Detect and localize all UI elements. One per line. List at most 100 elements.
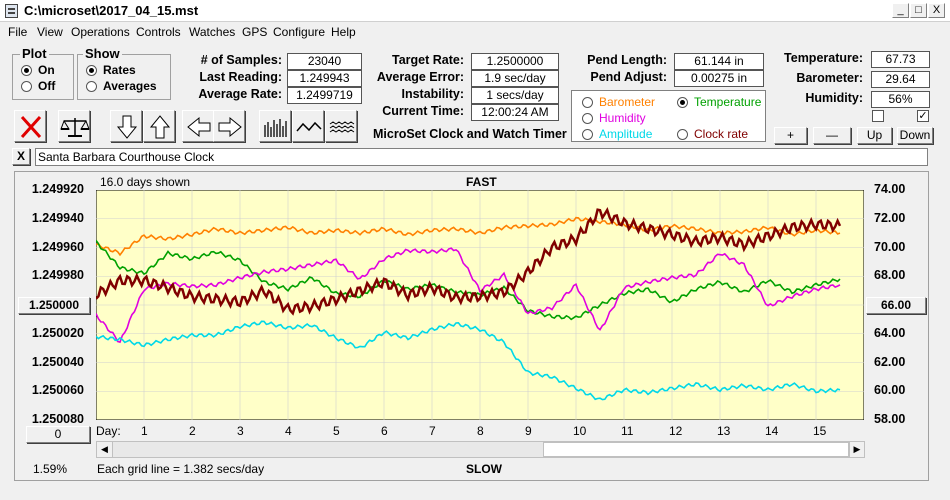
checkbox-1[interactable]: [872, 110, 884, 122]
day-tick-label: 6: [381, 424, 388, 438]
plot-off-label: Off: [38, 79, 56, 93]
sensor-clock-rate-radio[interactable]: [677, 129, 688, 140]
menu-gps[interactable]: GPS: [242, 25, 268, 39]
menu-view[interactable]: View: [37, 25, 63, 39]
day-tick-label: 2: [189, 424, 196, 438]
samples-value: 23040: [287, 53, 362, 70]
day-tick-label: 12: [669, 424, 683, 438]
series-line-5: [96, 207, 842, 316]
center-temp-box[interactable]: 66.00: [866, 297, 926, 314]
balance-button[interactable]: [58, 110, 90, 142]
y-left-tick-label: 1.249920: [31, 182, 84, 196]
sensor-amplitude-label: Amplitude: [599, 127, 653, 141]
menu-help[interactable]: Help: [331, 25, 356, 39]
series-line-4: [96, 320, 841, 401]
histogram-icon: [264, 119, 287, 137]
sensor-humidity-label: Humidity: [599, 111, 646, 125]
day-tick-label: 15: [813, 424, 827, 438]
minus-button[interactable]: —: [813, 127, 851, 144]
plot-on-label: On: [38, 63, 55, 77]
menu-operations[interactable]: Operations: [71, 25, 130, 39]
last-reading-label: Last Reading:: [199, 70, 282, 84]
y-left-tick-label: 1.250080: [31, 412, 84, 426]
sensor-barometer-radio[interactable]: [582, 97, 593, 108]
fast-label: FAST: [466, 175, 497, 189]
y-right-tick-label: 64.00: [874, 325, 906, 340]
series-line-1: [96, 216, 841, 257]
show-averages-label: Averages: [103, 79, 157, 93]
current-time-label: Current Time:: [382, 104, 464, 118]
slow-label: SLOW: [466, 462, 502, 476]
scroll-left-icon[interactable]: ◀: [97, 442, 113, 457]
center-rate-box[interactable]: 1.250000: [18, 297, 90, 314]
clear-clock-button[interactable]: X: [12, 148, 30, 165]
humidity-label: Humidity:: [805, 91, 863, 105]
instability-value: 1 secs/day: [471, 87, 559, 104]
y-left-tick-label: 1.249960: [31, 239, 84, 254]
instability-label: Instability:: [401, 87, 464, 101]
menu-controls[interactable]: Controls: [136, 25, 181, 39]
histogram-button[interactable]: [259, 110, 291, 142]
day-tick-label: 7: [429, 424, 436, 438]
menu-file[interactable]: File: [8, 25, 28, 39]
day-tick-label: 3: [237, 424, 244, 438]
average-error-value: 1.9 sec/day: [471, 70, 559, 87]
title-bar: C:\microset\2017_04_15.mst _ □ X: [0, 0, 950, 22]
y-right-tick-label: 62.00: [874, 354, 906, 369]
temperature-value: 67.73: [871, 51, 930, 68]
wave-icon: [296, 121, 322, 132]
menu-watches[interactable]: Watches: [189, 25, 236, 39]
show-rates-label: Rates: [103, 63, 136, 77]
move-right-button[interactable]: [213, 110, 245, 142]
checkbox-2[interactable]: ✓: [917, 110, 929, 122]
show-averages-radio[interactable]: [86, 81, 97, 92]
down-button[interactable]: Down: [897, 127, 933, 144]
pend-adjust-value: 0.00275 in: [674, 70, 764, 87]
close-button[interactable]: X: [928, 3, 945, 18]
up-button[interactable]: Up: [857, 127, 892, 144]
show-rates-radio[interactable]: [86, 65, 97, 76]
current-time-value: 12:00:24 AM: [471, 104, 559, 121]
sensor-amplitude-radio[interactable]: [582, 129, 593, 140]
plot-frame: [14, 171, 929, 481]
y-right-tick-label: 74.00: [874, 182, 906, 196]
plus-button[interactable]: +: [774, 127, 807, 144]
day-tick-label: 13: [717, 424, 731, 438]
scroll-thumb[interactable]: [543, 442, 849, 457]
pend-length-label: Pend Length:: [587, 53, 667, 67]
move-up-button[interactable]: [143, 110, 175, 142]
series-line-2: [96, 239, 841, 321]
pend-adjust-label: Pend Adjust:: [590, 70, 667, 84]
pend-length-value: 61.144 in: [674, 53, 764, 70]
clock-name-input[interactable]: Santa Barbara Courthouse Clock: [35, 148, 928, 166]
offset-value-box[interactable]: 0: [26, 426, 90, 443]
y-right-tick-label: 72.00: [874, 210, 906, 225]
plot-off-radio[interactable]: [21, 81, 32, 92]
maximize-button[interactable]: □: [910, 3, 927, 18]
horizontal-scrollbar[interactable]: ◀ ▶: [96, 441, 865, 458]
arrow-down-icon: [116, 115, 138, 139]
move-left-button[interactable]: [182, 110, 214, 142]
percent-label: 1.59%: [33, 462, 68, 476]
window-title: C:\microset\2017_04_15.mst: [24, 3, 199, 18]
plot-on-radio[interactable]: [21, 65, 32, 76]
sensor-temperature-radio[interactable]: [677, 97, 688, 108]
menu-configure[interactable]: Configure: [273, 25, 326, 39]
scroll-right-icon[interactable]: ▶: [849, 442, 864, 457]
barometer-value: 29.64: [871, 71, 930, 88]
delete-button[interactable]: [14, 110, 46, 142]
minimize-button[interactable]: _: [892, 3, 909, 18]
noise-plot-button[interactable]: [325, 110, 357, 142]
average-rate-label: Average Rate:: [198, 87, 282, 101]
move-down-button[interactable]: [110, 110, 142, 142]
y-right-tick-label: 70.00: [874, 239, 906, 254]
menu-bar: File View Operations Controls Watches GP…: [0, 22, 950, 42]
y-right-tick-label: 68.00: [874, 268, 906, 283]
day-tick-label: 10: [573, 424, 587, 438]
smooth-plot-button[interactable]: [292, 110, 324, 142]
y-left-tick-label: 1.249940: [31, 210, 84, 225]
day-axis-label: Day:: [96, 424, 121, 438]
sensor-humidity-radio[interactable]: [582, 113, 593, 124]
noise-wave-icon: [329, 121, 355, 133]
y-right-tick-label: 58.00: [874, 412, 906, 426]
